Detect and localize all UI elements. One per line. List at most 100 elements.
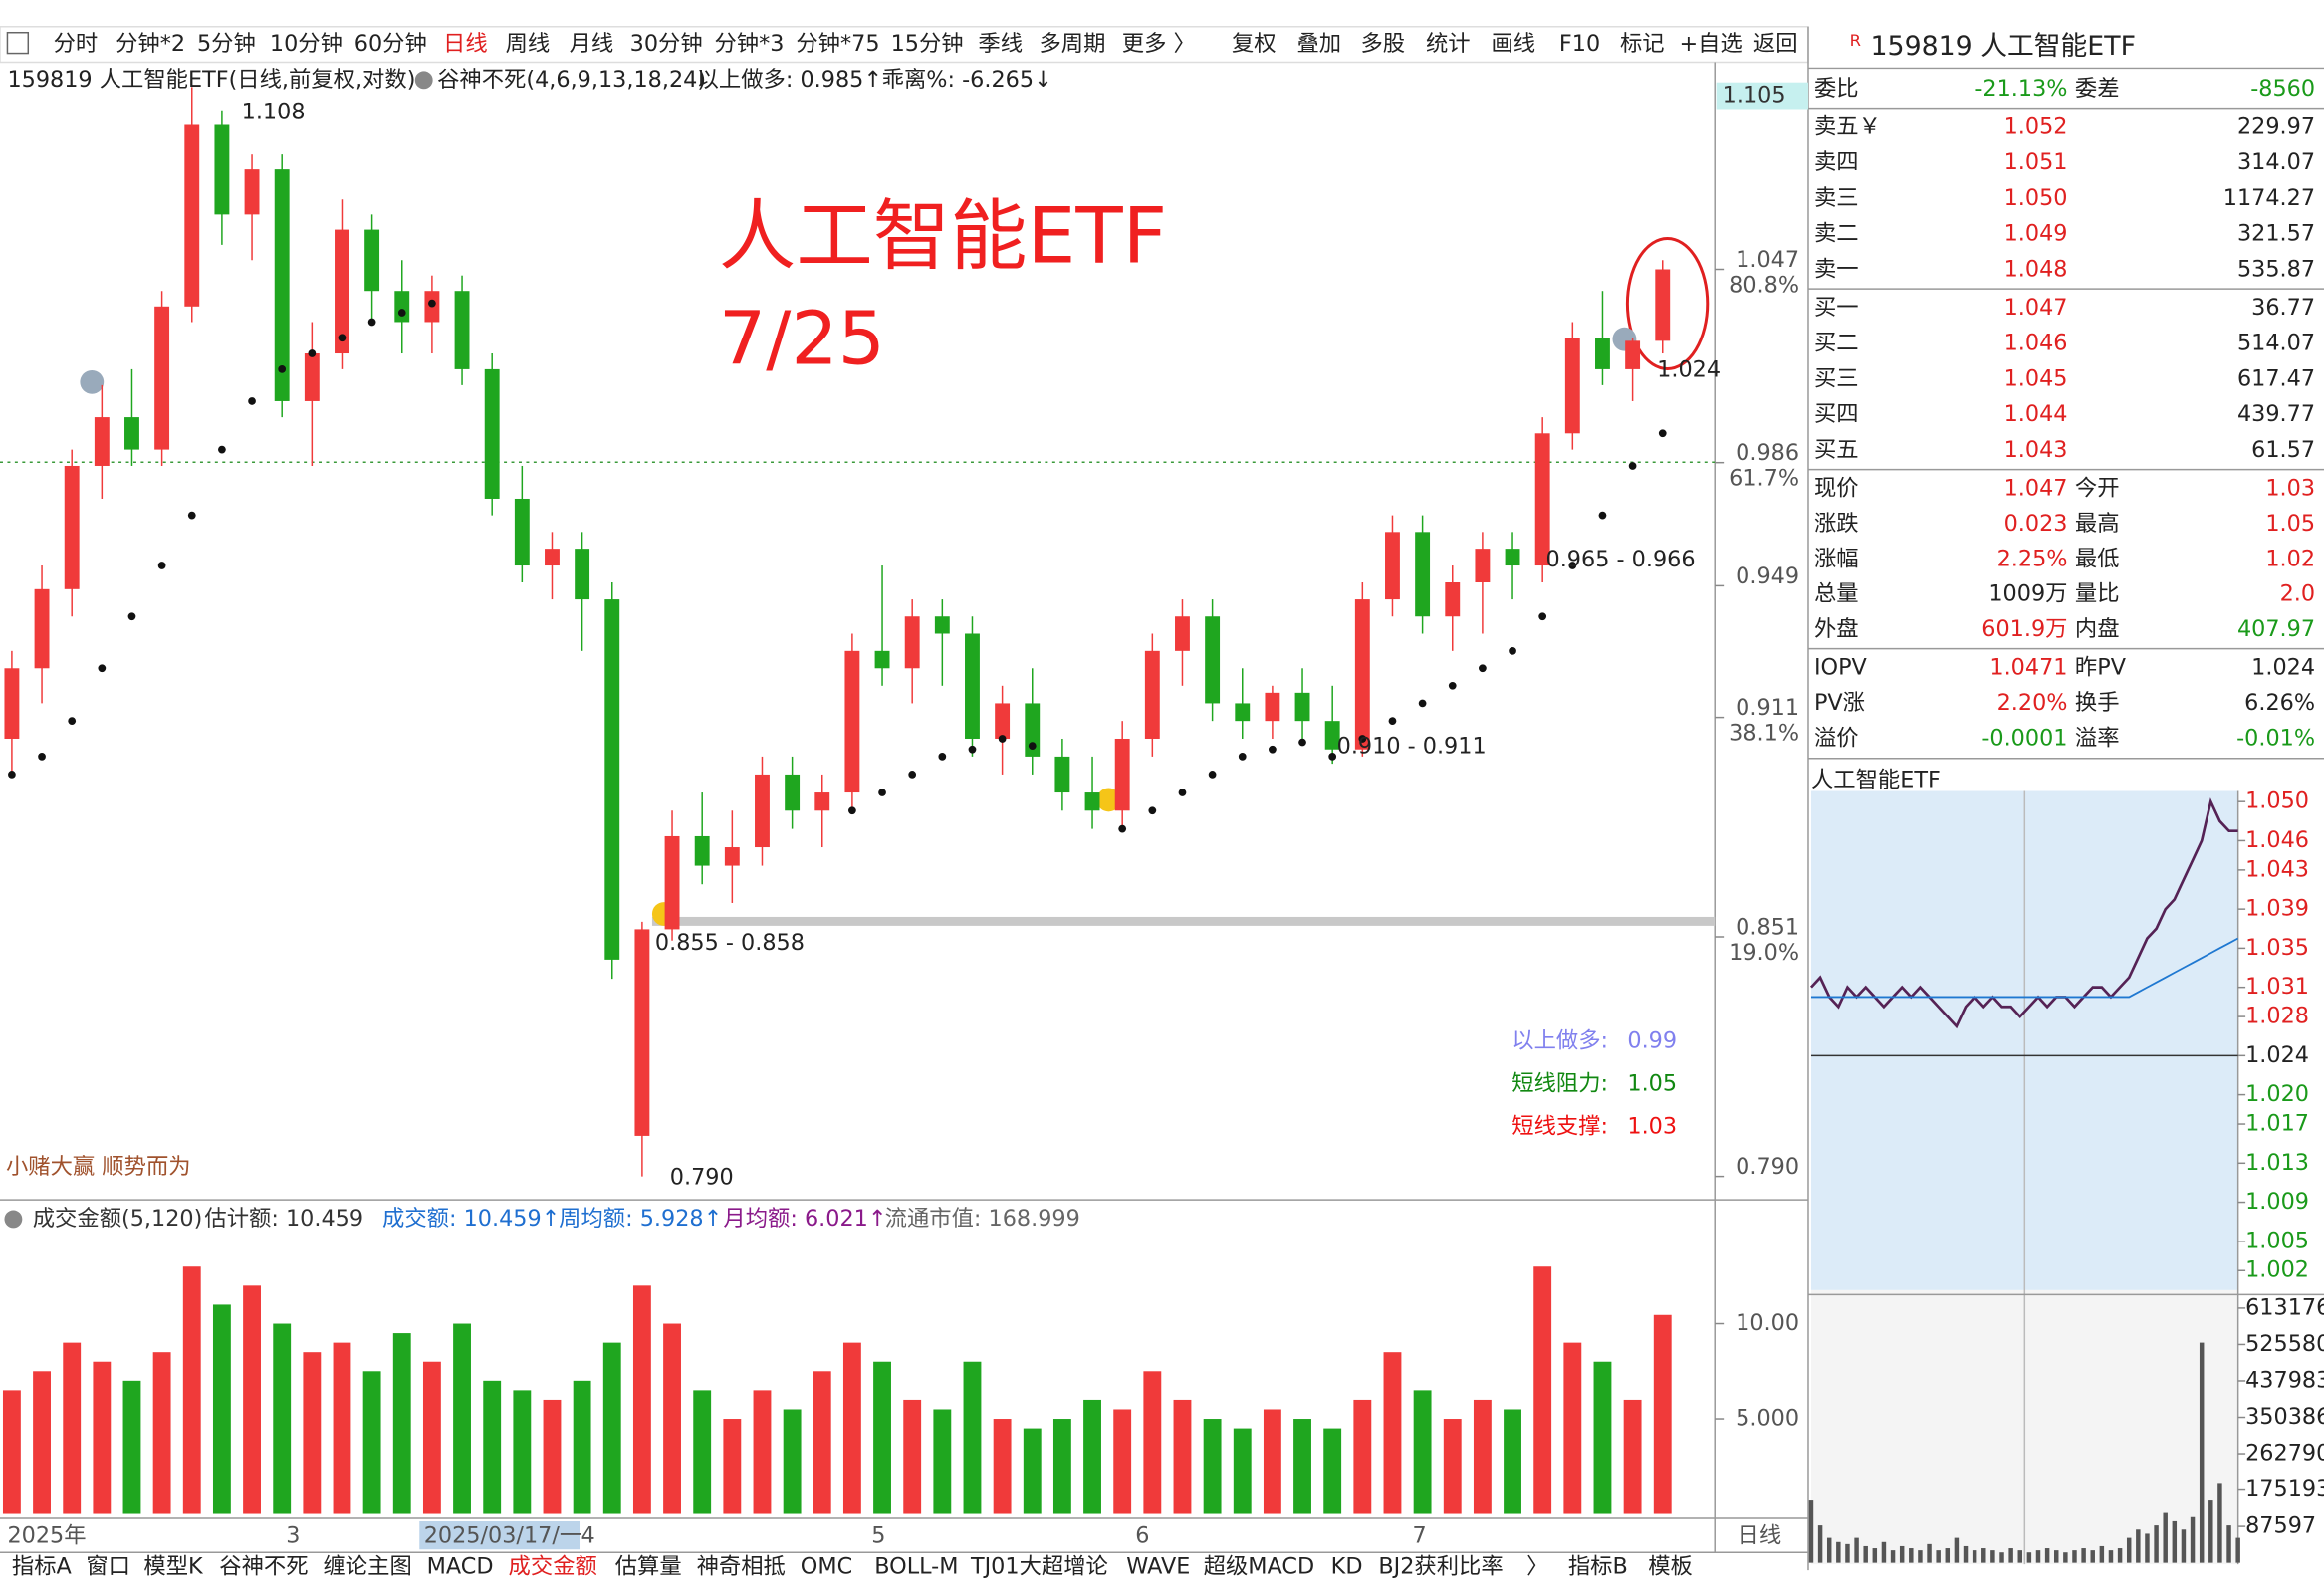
bottom-tab[interactable]: MACD <box>427 1554 494 1579</box>
candle-body <box>575 549 590 600</box>
candle-body <box>1054 756 1070 793</box>
candle-body <box>364 229 380 292</box>
volume-header: 成交金额(5,120) <box>33 1206 203 1232</box>
bottom-tab[interactable]: BJ2获利比率 <box>1378 1554 1503 1579</box>
candle-body <box>664 835 680 930</box>
toolbar-tab[interactable]: 30分钟 <box>630 31 703 57</box>
bottom-tab[interactable]: 神奇相抵 <box>697 1554 786 1579</box>
quote-value: 2.20% <box>1997 690 2068 716</box>
quote-value: 1.03 <box>2265 475 2315 501</box>
bottom-tab[interactable]: 指标B <box>1568 1554 1628 1579</box>
bottom-tab[interactable]: TJ01大超增论 <box>970 1554 1108 1579</box>
bottom-tab[interactable]: WAVE <box>1126 1554 1190 1579</box>
toolbar-tab[interactable]: 更多 〉 <box>1122 31 1196 57</box>
bottom-tab[interactable]: BOLL-M <box>874 1554 958 1579</box>
candle-body <box>304 353 320 401</box>
candle-body <box>995 703 1011 739</box>
volume-bar <box>1504 1409 1521 1514</box>
bottom-tab[interactable]: 缠论主图 <box>323 1554 411 1579</box>
toolbar-action[interactable]: 画线 <box>1491 31 1535 57</box>
intraday-volume-bar <box>2072 1550 2077 1563</box>
candle-body <box>1354 599 1370 750</box>
candle-body <box>1235 703 1251 722</box>
sar-dot <box>98 664 107 673</box>
quote-value: -8560 <box>2250 76 2315 102</box>
toolbar-tab[interactable]: 季线 <box>978 31 1023 57</box>
intraday-volume-bar <box>1909 1548 1914 1563</box>
toolbar-action[interactable]: 多股 <box>1360 31 1405 57</box>
intraday-volume-bar <box>2008 1548 2013 1563</box>
volume-bar <box>362 1371 381 1514</box>
volume-bar <box>93 1361 112 1514</box>
toolbar-tab[interactable]: 多周期 <box>1039 31 1105 57</box>
bottom-tab[interactable]: 模型K <box>143 1554 204 1579</box>
toolbar-action[interactable]: F10 <box>1559 31 1600 57</box>
bottom-tab[interactable]: 谷神不死 <box>219 1554 308 1579</box>
toolbar-tab[interactable]: 分钟*75 <box>796 31 879 57</box>
sar-dot <box>1568 562 1577 569</box>
book-price: 1.047 <box>2004 295 2068 321</box>
bottom-tab[interactable]: 估算量 <box>615 1554 682 1579</box>
volume-bar <box>1113 1409 1132 1514</box>
toolbar-tab[interactable]: 分钟*2 <box>116 31 185 57</box>
sar-dot <box>1418 699 1427 708</box>
book-label: 卖一 <box>1814 256 1859 282</box>
intraday-volume-bar <box>2054 1550 2059 1563</box>
toolbar-tab[interactable]: 日线 <box>443 31 488 57</box>
quote-label: 内盘 <box>2075 616 2120 642</box>
toolbar-tab[interactable]: 10分钟 <box>270 31 343 57</box>
sar-dot <box>248 397 256 405</box>
bottom-tab[interactable]: 超级MACD <box>1204 1554 1315 1579</box>
x-label: 2025年 <box>7 1522 86 1548</box>
candle-body <box>1144 650 1160 739</box>
book-price: 1.050 <box>2004 185 2068 211</box>
intraday-volume-bar <box>2063 1552 2068 1563</box>
book-price: 1.043 <box>2004 437 2068 463</box>
toolbar-tab[interactable]: 5分钟 <box>197 31 256 57</box>
y-tick-label: 262790 <box>2245 1441 2324 1466</box>
bottom-tab[interactable]: 成交金额 <box>509 1554 597 1579</box>
toolbar-action[interactable]: 标记 <box>1620 31 1665 57</box>
intraday-volume-bar <box>1918 1550 1923 1563</box>
indicator: 谷神不死(4,6,9,13,18,24) <box>437 67 706 93</box>
book-volume: 1174.27 <box>2223 185 2315 211</box>
quote-value: 1.0471 <box>1989 655 2067 681</box>
bottom-tab[interactable]: 模板 <box>1648 1554 1693 1579</box>
volume-bar <box>1173 1399 1192 1514</box>
sidebar-toggle[interactable] <box>6 31 30 55</box>
book-label: 买四 <box>1814 401 1859 427</box>
toolbar-tab[interactable]: 60分钟 <box>354 31 427 57</box>
toolbar-tab[interactable]: 分时 <box>54 31 99 57</box>
toolbar-action[interactable]: 返回 <box>1753 31 1798 57</box>
bottom-tab[interactable]: OMC <box>801 1554 852 1579</box>
sar-dot <box>1208 771 1217 779</box>
bottom-tab[interactable]: KD <box>1331 1554 1363 1579</box>
annotation: 0.910 - 0.911 <box>1337 733 1487 759</box>
volume-bar <box>392 1333 411 1514</box>
bottom-tab[interactable]: 窗口 <box>86 1554 130 1579</box>
quote-value: 6.26% <box>2244 690 2315 716</box>
volume-bar <box>422 1361 441 1514</box>
quote-value: 2.25% <box>1997 546 2068 571</box>
bottom-tab[interactable]: 指标A <box>12 1554 73 1579</box>
toolbar-action[interactable]: +自选 <box>1679 31 1742 57</box>
toolbar-tab[interactable]: 15分钟 <box>891 31 964 57</box>
y-tick-label: 525580 <box>2245 1331 2324 1357</box>
toolbar-action[interactable]: 统计 <box>1426 31 1471 57</box>
level-value: 1.05 <box>1627 1071 1677 1097</box>
toolbar-tab[interactable]: 分钟*3 <box>714 31 784 57</box>
toolbar-action[interactable]: 叠加 <box>1296 31 1341 57</box>
sar-dot <box>308 349 317 357</box>
quote-label: 委差 <box>2075 76 2120 102</box>
toolbar-tab[interactable]: 周线 <box>506 31 551 57</box>
toolbar-action[interactable]: 复权 <box>1232 31 1277 57</box>
bottom-tab[interactable]: 〉 <box>1526 1554 1548 1579</box>
sar-dot <box>1448 681 1457 690</box>
x-label: 7 <box>1413 1522 1427 1548</box>
book-price: 1.044 <box>2004 401 2068 427</box>
candle-body <box>184 124 200 307</box>
volume-bar <box>1263 1409 1281 1514</box>
toolbar-tab[interactable]: 月线 <box>570 31 614 57</box>
x-label: 3 <box>286 1522 300 1548</box>
volume-bar <box>903 1399 922 1514</box>
